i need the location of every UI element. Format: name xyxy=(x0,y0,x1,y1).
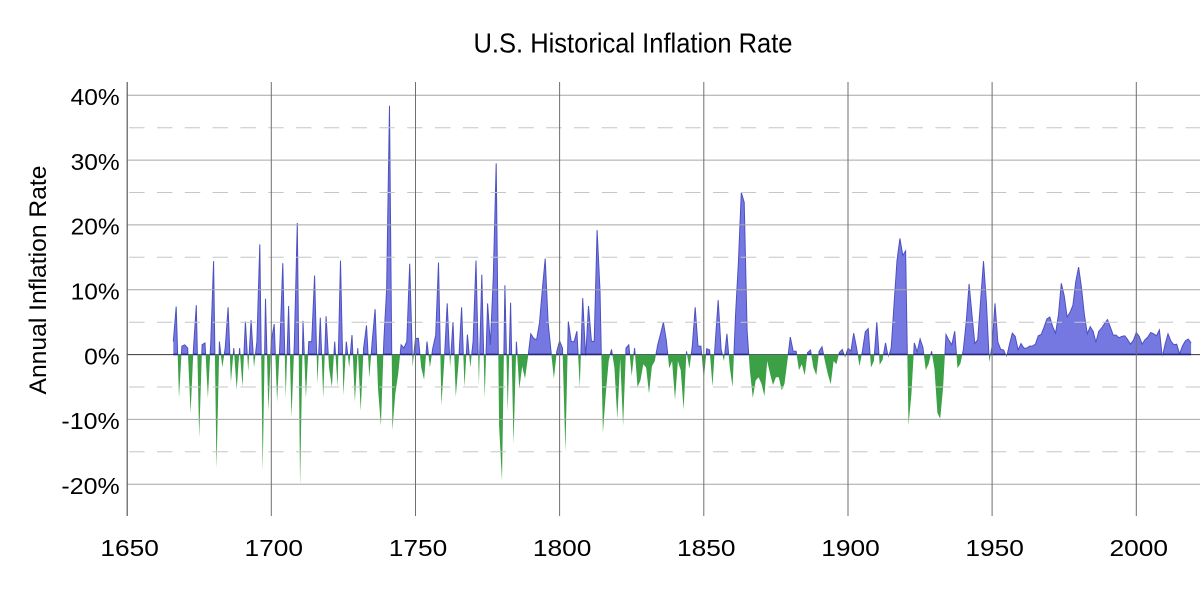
svg-text:Annual Inflation Rate: Annual Inflation Rate xyxy=(25,166,52,395)
svg-text:30%: 30% xyxy=(71,149,120,175)
svg-text:1700: 1700 xyxy=(245,535,304,561)
svg-text:1900: 1900 xyxy=(821,535,880,561)
svg-text:0%: 0% xyxy=(84,343,120,369)
svg-text:U.S. Historical Inflation Rate: U.S. Historical Inflation Rate xyxy=(474,28,793,59)
svg-text:10%: 10% xyxy=(71,279,120,305)
svg-text:-10%: -10% xyxy=(61,408,119,434)
svg-text:20%: 20% xyxy=(71,214,120,240)
svg-text:1850: 1850 xyxy=(677,535,736,561)
svg-text:2000: 2000 xyxy=(1110,535,1169,561)
svg-text:1950: 1950 xyxy=(965,535,1024,561)
svg-text:1650: 1650 xyxy=(100,535,159,561)
svg-text:1800: 1800 xyxy=(533,535,592,561)
svg-text:40%: 40% xyxy=(71,84,120,110)
svg-text:1750: 1750 xyxy=(389,535,448,561)
svg-text:-20%: -20% xyxy=(61,473,119,499)
